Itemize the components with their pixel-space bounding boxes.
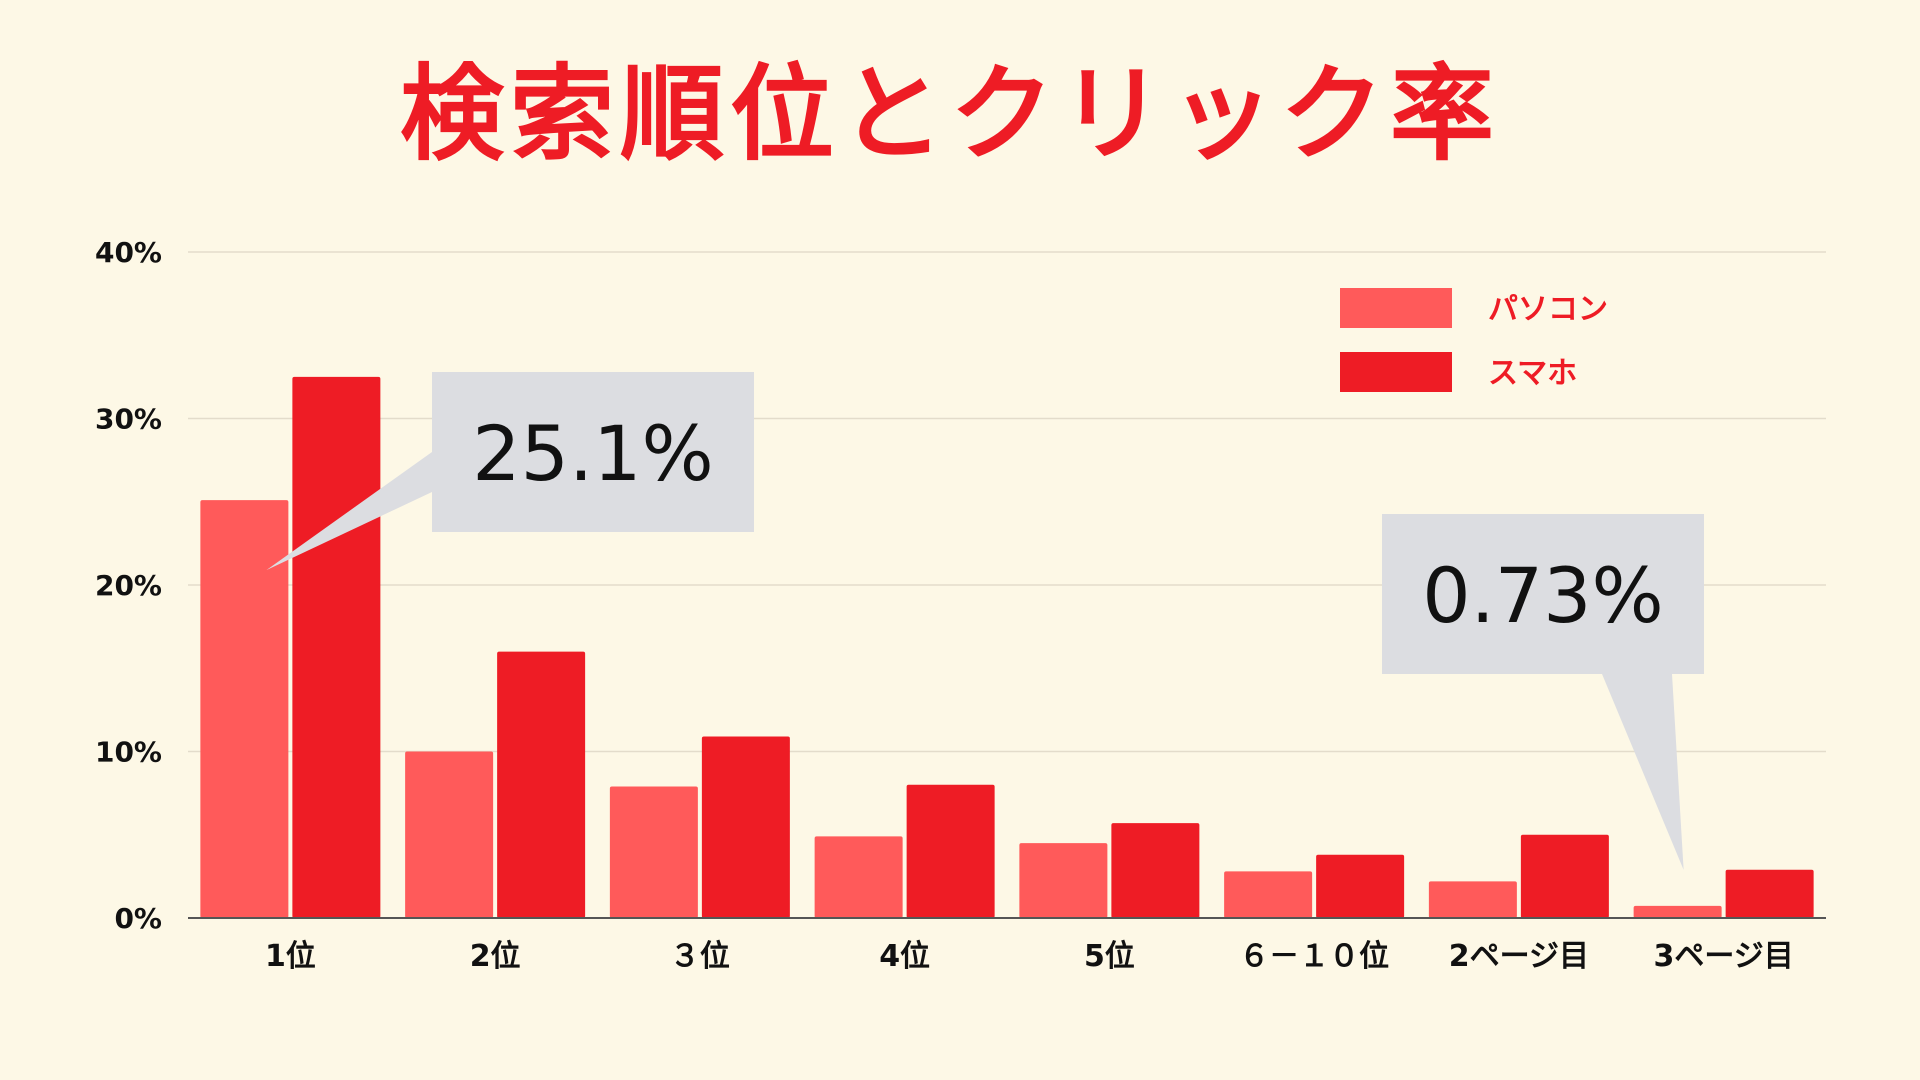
legend-swatch [1340, 288, 1452, 328]
bar-sp-3 [906, 784, 995, 918]
bar-sp-2 [701, 736, 790, 918]
x-tick-label: 2位 [470, 939, 521, 974]
bar-sp-0 [292, 376, 381, 918]
bar-sp-4 [1111, 823, 1200, 918]
callout-label: 0.73% [1422, 551, 1663, 640]
x-tick-label: 2ページ目 [1449, 939, 1589, 974]
y-tick-label: 0% [114, 902, 162, 935]
legend-label: スマホ [1488, 356, 1577, 391]
callouts: 25.1% 0.73% [266, 372, 1704, 870]
y-tick-label: 40% [95, 236, 162, 269]
x-tick-labels: 1位 2位 ３位 4位 5位 ６－１０位 2ページ目 3ページ目 [265, 939, 1794, 974]
y-tick-label: 10% [95, 736, 162, 769]
legend-swatch [1340, 352, 1452, 392]
bar-pc-3 [814, 836, 903, 918]
y-tick-label: 30% [95, 403, 162, 436]
x-tick-label: 1位 [265, 939, 316, 974]
bar-pc-5 [1224, 871, 1313, 918]
x-tick-label: 5位 [1084, 939, 1135, 974]
x-tick-label: 3ページ目 [1653, 939, 1793, 974]
callout-box [1382, 514, 1704, 674]
callout-pointer [266, 452, 432, 571]
callout-pointer [1602, 674, 1684, 870]
x-tick-label: ６－１０位 [1239, 939, 1389, 974]
bars [200, 376, 1814, 918]
bar-sp-5 [1316, 854, 1405, 918]
y-tick-label: 20% [95, 569, 162, 602]
legend-label: パソコン [1488, 292, 1608, 327]
x-tick-label: ３位 [670, 939, 730, 974]
bar-pc-1 [405, 751, 494, 918]
chart-title: 検索順位とクリック率 [400, 53, 1501, 175]
bar-pc-7 [1633, 905, 1722, 918]
bar-pc-4 [1019, 843, 1108, 918]
bar-pc-0 [200, 500, 289, 918]
y-tick-labels: 0% 10% 20% 30% 40% [95, 236, 162, 935]
bar-sp-6 [1520, 834, 1609, 918]
bar-sp-7 [1725, 869, 1814, 918]
x-tick-label: 4位 [879, 939, 930, 974]
bar-sp-1 [497, 651, 586, 918]
bar-pc-2 [609, 786, 698, 918]
bar-pc-6 [1428, 881, 1517, 918]
callout-box [432, 372, 754, 532]
callout-label: 25.1% [472, 409, 713, 498]
